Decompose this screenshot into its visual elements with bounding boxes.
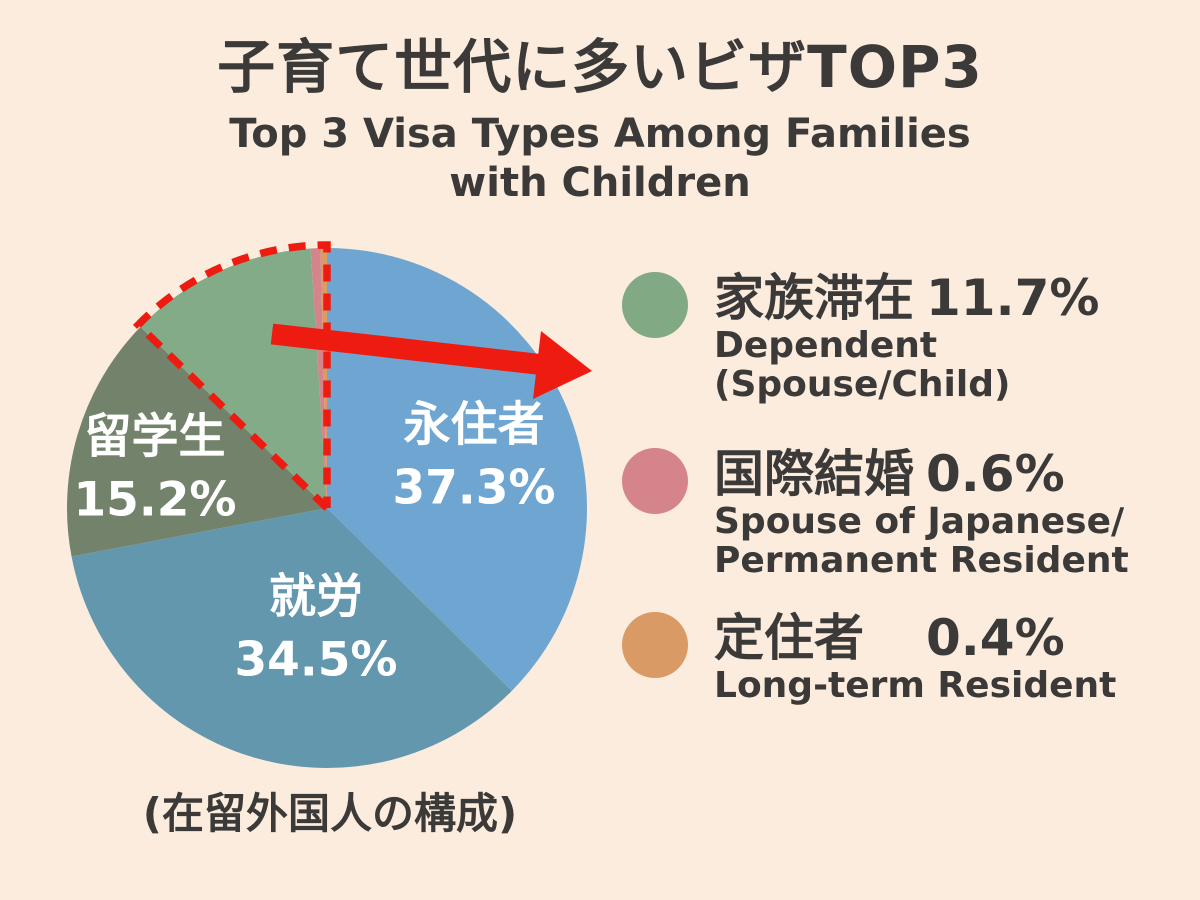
- pie-slice-label: 15.2%: [73, 473, 236, 528]
- arrow-icon-part: [533, 331, 592, 399]
- pie-slice-label: 34.5%: [234, 633, 397, 688]
- pie-slice-label: 永住者: [404, 398, 545, 453]
- chart-subtitle-line1: Top 3 Visa Types Among Families: [229, 111, 971, 157]
- chart-subtitle-line2: with Children: [449, 160, 751, 206]
- pie-slice: [140, 248, 327, 508]
- chart-subtitle: Top 3 Visa Types Among Families with Chi…: [0, 110, 1200, 208]
- pie-slice-label: 就労: [269, 570, 363, 625]
- pie-slice: [71, 508, 512, 768]
- pie-slice: [310, 248, 327, 508]
- arrow-icon-part: [270, 323, 547, 376]
- chart-caption: (在留外国人の構成): [142, 789, 518, 838]
- pie-slice-label: 留学生: [85, 410, 226, 465]
- chart-header: 子育て世代に多いビザTOP3 Top 3 Visa Types Among Fa…: [0, 34, 1200, 208]
- arrow-icon: [270, 323, 592, 399]
- pie-slice-labels: 永住者 37.3% 就労 34.5% 留学生 15.2%: [73, 398, 555, 688]
- chart-title: 子育て世代に多いビザTOP3: [217, 33, 983, 101]
- pie-slice-label: 37.3%: [392, 461, 555, 516]
- pie-slice: [67, 326, 328, 557]
